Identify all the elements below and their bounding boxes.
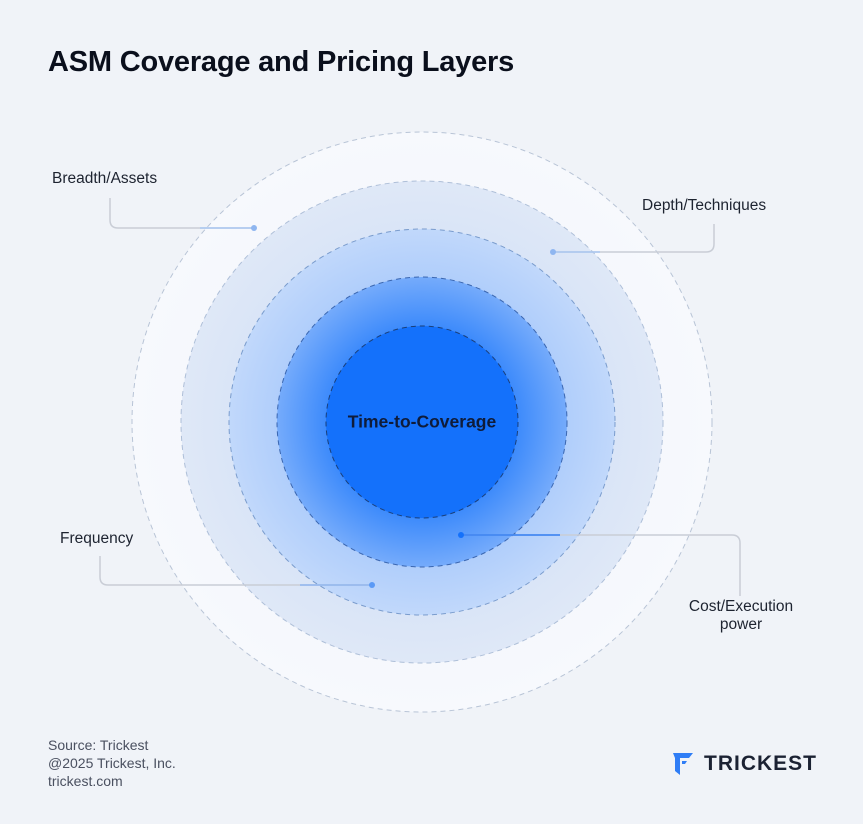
trickest-logo-icon [673,753,693,775]
brand: TRICKEST [672,752,817,776]
label-depth: Depth/Techniques [642,197,767,214]
connector-depth [553,224,715,253]
footer-copyright: @2025 Trickest, Inc. [48,755,176,771]
connector-breadth-dot [251,225,257,231]
connector-frequency [99,556,372,586]
connector-breadth [109,198,254,229]
core-circle [325,325,519,519]
center-label: Time-to-Coverage [347,411,497,432]
footer-source: Source: Trickest [48,737,149,753]
connector-cost-dot [458,532,464,538]
connector-cost [461,534,741,596]
label-frequency: Frequency [60,530,134,547]
footer-website: trickest.com [48,773,123,789]
label-cost-line2: power [719,616,763,633]
footer: Source: Trickest @2025 Trickest, Inc. tr… [48,736,176,790]
connector-depth-dot [550,249,556,255]
label-cost-line1: Cost/Execution [688,598,794,615]
brand-name: TRICKEST [704,752,817,775]
label-breadth: Breadth/Assets [52,170,158,187]
page-title: ASM Coverage and Pricing Layers [48,46,515,78]
label-cost: Cost/Execution power [680,598,802,634]
connector-frequency-dot [369,582,375,588]
